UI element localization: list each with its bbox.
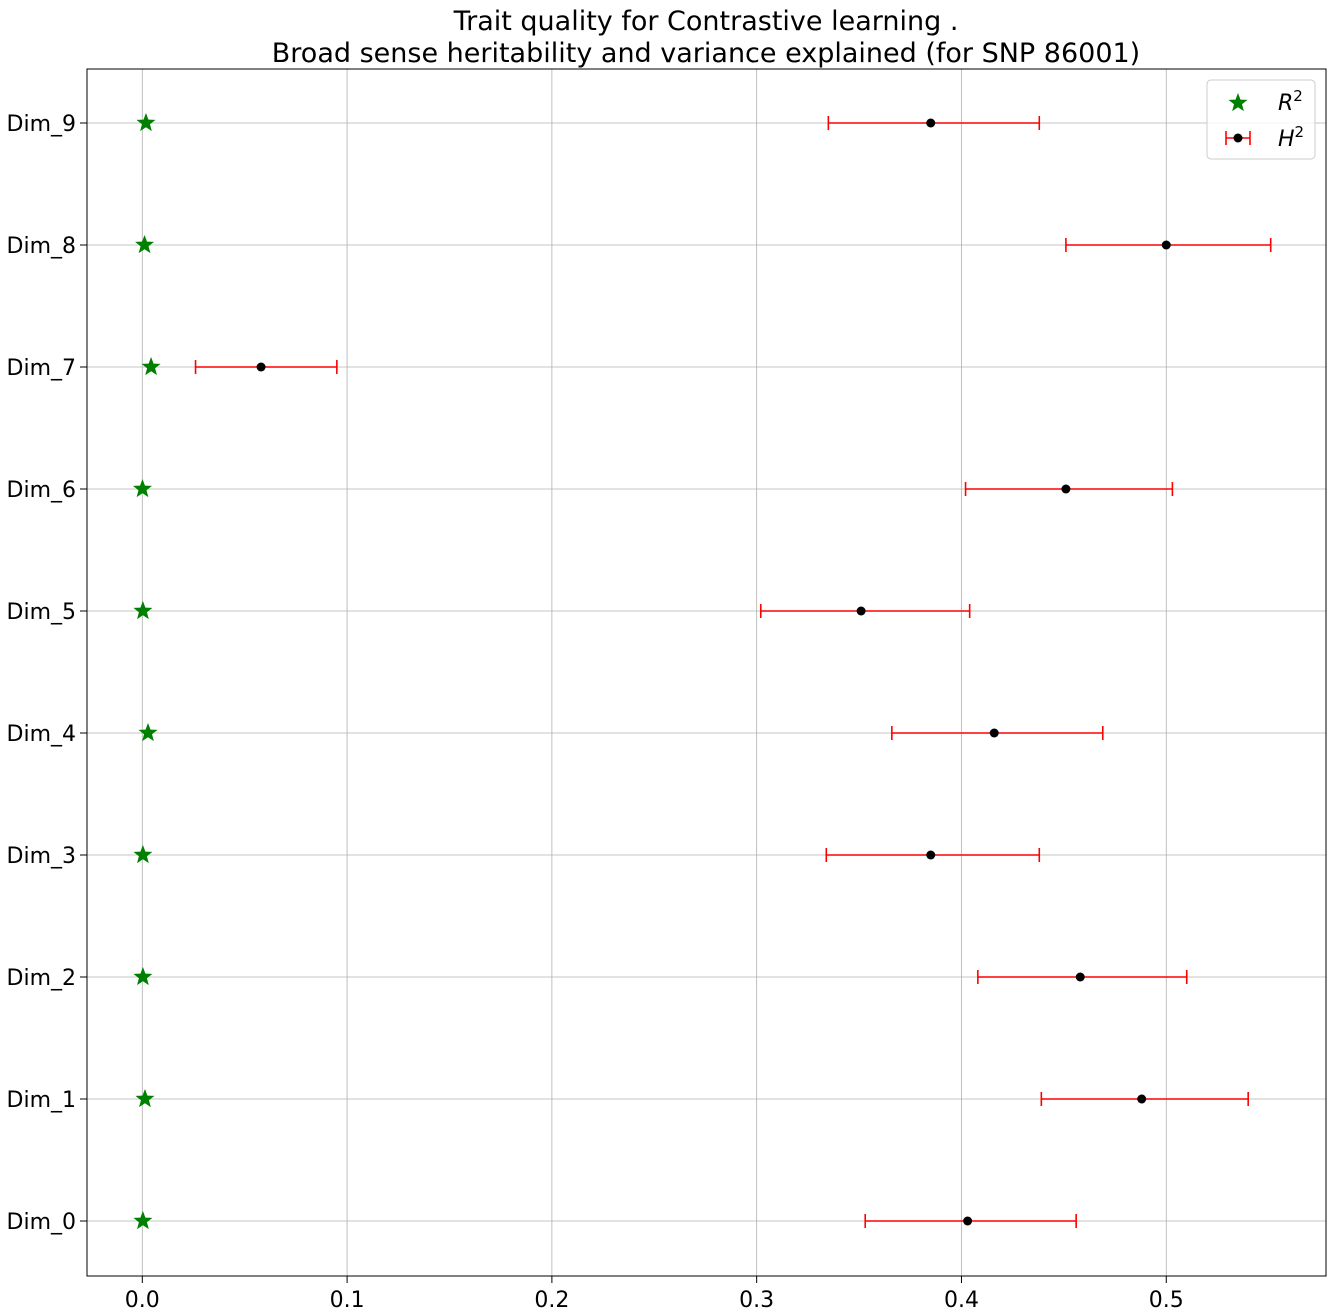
r2-star-point xyxy=(133,967,153,986)
plot-markers xyxy=(132,113,1272,1230)
r2-star-point xyxy=(133,845,153,864)
y-tick-label: Dim_1 xyxy=(7,1088,76,1113)
r2-star-point xyxy=(133,1211,153,1230)
legend-star-shape xyxy=(1228,93,1248,112)
h2-point xyxy=(256,362,266,372)
r2-star-point xyxy=(133,601,153,620)
chart-subtitle: Broad sense heritability and variance ex… xyxy=(272,38,1140,69)
y-tick-label: Dim_6 xyxy=(7,478,76,503)
legend-h2-errorbar-marker xyxy=(1225,131,1251,145)
r2-star-point xyxy=(141,357,161,376)
y-tick-label: Dim_9 xyxy=(7,112,76,137)
y-tick-label: Dim_5 xyxy=(7,600,76,625)
x-tick-label: 0.3 xyxy=(739,1288,774,1312)
h2-point xyxy=(1161,240,1171,250)
y-tick-label: Dim_8 xyxy=(7,234,76,259)
x-tick-label: 0.5 xyxy=(1149,1288,1184,1312)
x-tick-label: 0.4 xyxy=(944,1288,979,1312)
h2-point xyxy=(926,850,936,860)
r2-star-point xyxy=(135,1089,155,1108)
r2-star-point xyxy=(132,479,153,498)
legend-r2-star-marker xyxy=(1228,93,1248,112)
h2-point xyxy=(963,1216,973,1226)
legend-h2-label: H2 xyxy=(1278,123,1304,152)
h2-point xyxy=(856,606,866,616)
y-tick-label: Dim_7 xyxy=(7,356,76,381)
y-tick-label: Dim_2 xyxy=(7,966,76,991)
h2-point xyxy=(989,728,999,738)
y-tick-label: Dim_3 xyxy=(7,844,76,869)
y-axis-ticks: Dim_0 Dim_1 Dim_2 Dim_3 Dim_4 Dim_5 Dim_6 Dim_7… xyxy=(7,112,87,1235)
x-tick-label: 0.0 xyxy=(125,1288,160,1312)
y-tick-label: Dim_0 xyxy=(7,1210,76,1235)
legend: R2 H2 xyxy=(1206,79,1316,160)
r2-star-point xyxy=(138,723,158,742)
h2-point xyxy=(926,118,936,128)
axes-frame xyxy=(86,68,1327,1277)
x-tick-label: 0.1 xyxy=(330,1288,365,1312)
legend-r2-label: R2 xyxy=(1278,87,1303,116)
x-axis-ticks: 0.0 0.1 0.2 0.3 0.4 0.5 xyxy=(125,1276,1184,1312)
r2-star-point xyxy=(136,113,156,132)
h2-point xyxy=(1061,484,1071,494)
r2-star-point xyxy=(135,235,155,254)
h2-point xyxy=(1075,972,1085,982)
h2-point xyxy=(1137,1094,1147,1104)
y-tick-label: Dim_4 xyxy=(7,722,76,747)
chart-title: Trait quality for Contrastive learning . xyxy=(453,6,959,37)
x-tick-label: 0.2 xyxy=(534,1288,569,1312)
